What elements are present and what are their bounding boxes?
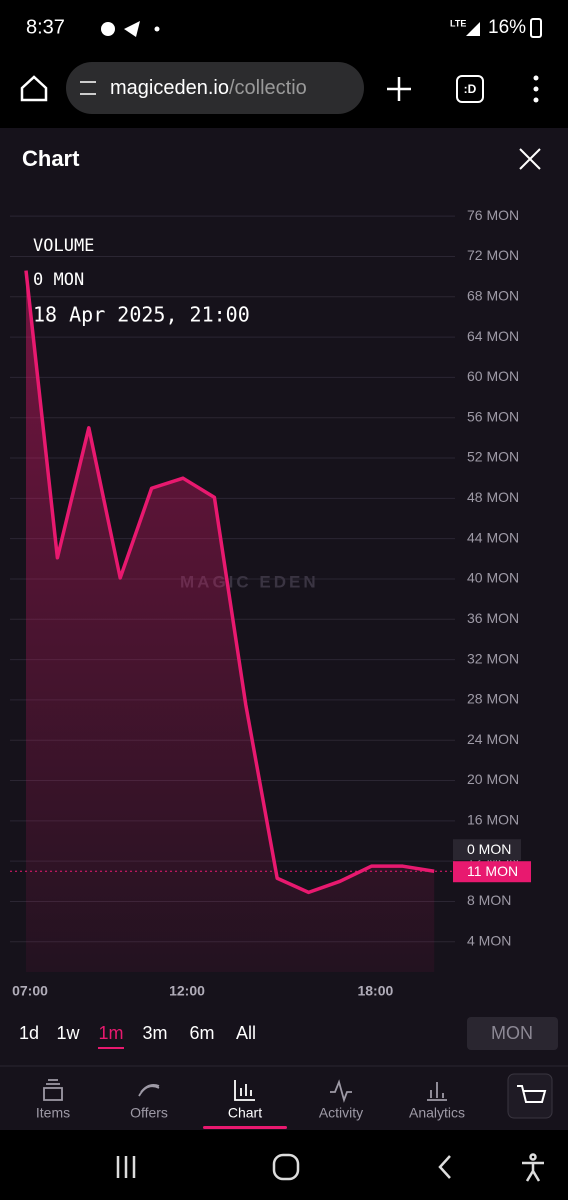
y-tick-label: 64 MON (467, 328, 519, 344)
bottom-nav: Items Offers Chart Activity Analytics (36, 1079, 465, 1129)
y-tick-label: 40 MON (467, 570, 519, 586)
status-icon (101, 22, 115, 36)
tab-label[interactable]: Analytics (409, 1105, 465, 1121)
network: LTE (450, 18, 466, 28)
area (26, 270, 435, 972)
currency-label: MON (491, 1023, 533, 1043)
y-tick-label: 8 MON (467, 892, 511, 908)
volume-badge-bg (453, 839, 521, 861)
battery-icon (530, 18, 542, 38)
url-bar[interactable] (66, 62, 364, 114)
url-host: magiceden.io (110, 77, 229, 99)
tab-icon (330, 1079, 352, 1103)
tab-icon (138, 1083, 160, 1097)
new-tab-button[interactable] (387, 77, 411, 101)
y-tick-label: 4 MON (467, 932, 511, 948)
tab-count: :D (464, 82, 477, 96)
tab-icon (43, 1079, 63, 1101)
accessibility-button[interactable] (522, 1153, 544, 1182)
cart-button[interactable] (507, 1073, 553, 1119)
y-tick-label: 16 MON (467, 812, 519, 828)
y-tick-label: 44 MON (467, 529, 519, 545)
y-tick-label: 68 MON (467, 287, 519, 303)
x-tick-label: 12:00 (169, 983, 205, 999)
y-tick-label: 52 MON (467, 449, 519, 465)
back-button[interactable] (438, 1155, 451, 1179)
tab-indicator (203, 1126, 287, 1129)
y-tick-label: 32 MON (467, 650, 519, 666)
y-tick-label: 76 MON (467, 207, 519, 223)
timeframes: 1d 1w 1m 3m 6m All (19, 1023, 256, 1049)
last-value-badge-bg (453, 861, 531, 883)
home-system-button[interactable] (272, 1153, 300, 1181)
y-tick-label: 20 MON (467, 771, 519, 787)
y-tick-label: 36 MON (467, 610, 519, 626)
url-path: /collectio (229, 77, 307, 99)
tab-label[interactable]: Chart (228, 1105, 262, 1121)
y-tick-label: 60 MON (467, 368, 519, 384)
x-tick-label: 07:00 (12, 983, 48, 999)
site-settings-icon[interactable] (80, 81, 96, 95)
tabs-button[interactable] (456, 75, 484, 103)
url: magiceden.io/collectio (110, 77, 307, 99)
y-tick-label: 56 MON (467, 408, 519, 424)
line (24, 270, 435, 895)
tab-icon (427, 1082, 447, 1101)
y-tick-label: 72 MON (467, 247, 519, 263)
cart-icon (517, 1085, 547, 1103)
panel-title: Chart (22, 146, 80, 171)
signal-icon (466, 22, 480, 36)
system-nav (0, 1130, 568, 1200)
close-button[interactable] (519, 148, 541, 170)
y-tick-label: 28 MON (467, 691, 519, 707)
volume-badge: 0 MON (467, 841, 511, 857)
tab-icon (234, 1080, 255, 1101)
timeframe-option[interactable]: 1w (56, 1023, 80, 1043)
currency-button[interactable] (467, 1017, 558, 1050)
home-button[interactable] (20, 75, 48, 102)
status-dot (154, 26, 160, 32)
legend-title: VOLUME (33, 236, 94, 256)
timeframe-option[interactable]: 3m (142, 1023, 167, 1043)
y-tick-label: 48 MON (467, 489, 519, 505)
menu-button[interactable] (533, 75, 539, 103)
legend-value: 0 MON (33, 270, 84, 290)
status-icon (124, 21, 140, 37)
tab-label[interactable]: Offers (130, 1105, 168, 1121)
tab-label[interactable]: Activity (319, 1105, 363, 1121)
recents-button[interactable] (116, 1156, 136, 1178)
clock: 8:37 (26, 16, 65, 38)
timeframe-option[interactable]: 1d (19, 1023, 39, 1043)
battery-percent: 16% (488, 17, 526, 38)
timeframe-option[interactable]: All (236, 1023, 256, 1043)
timeframe-option[interactable]: 1m (98, 1023, 123, 1043)
legend-date: 18 Apr 2025, 21:00 (33, 303, 250, 327)
y-tick-label: 24 MON (467, 731, 519, 747)
tab-label[interactable]: Items (36, 1105, 70, 1121)
last-value-badge: 11 MON (467, 863, 518, 879)
timeframe-option[interactable]: 6m (189, 1023, 214, 1043)
x-tick-label: 18:00 (357, 983, 393, 999)
